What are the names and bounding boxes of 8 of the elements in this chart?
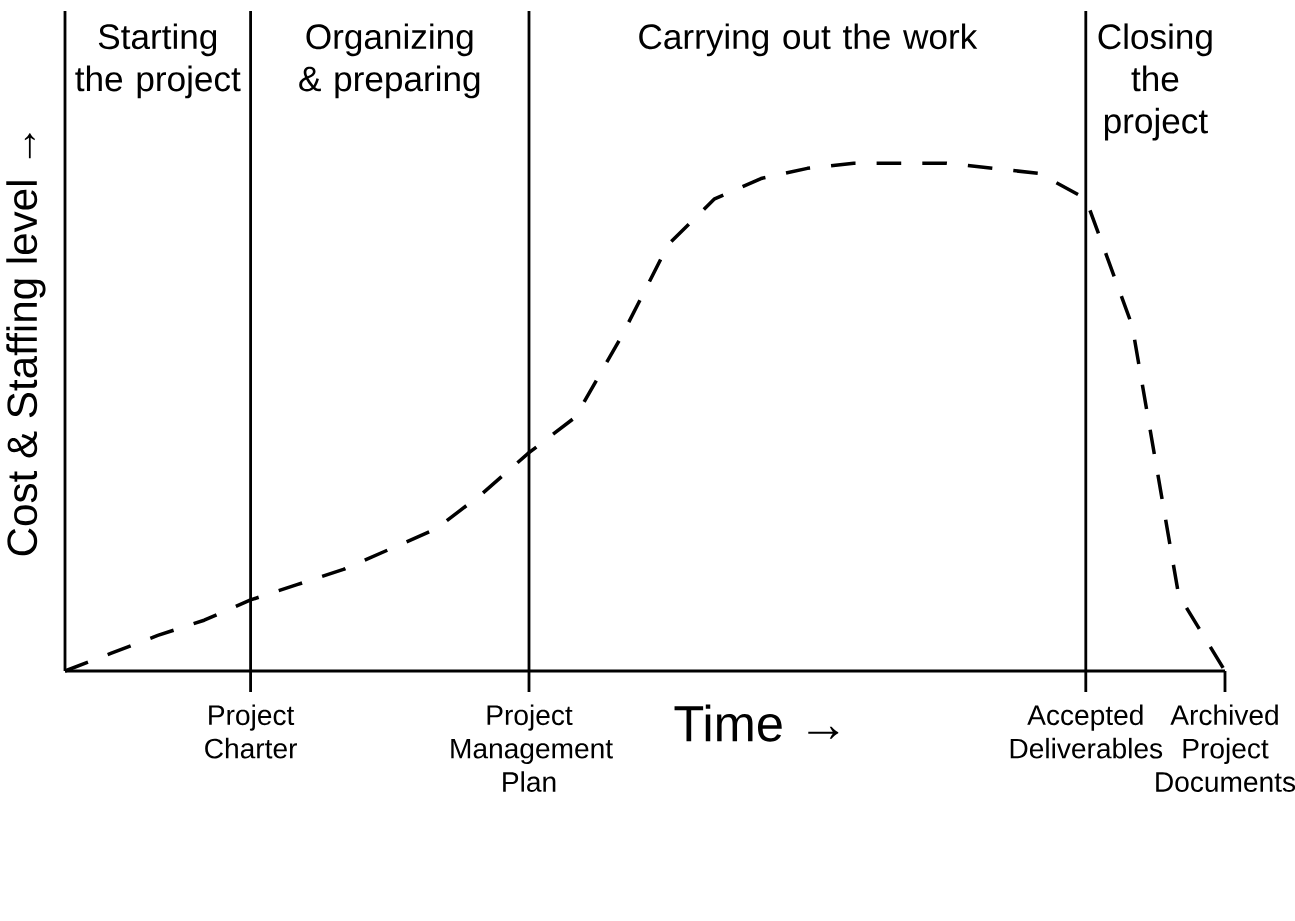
x-axis-title: Time → bbox=[674, 704, 839, 742]
text: Closing the project bbox=[1098, 23, 1212, 141]
text: Organizing & preparing bbox=[299, 23, 480, 99]
text: Carrying out the work bbox=[639, 23, 978, 57]
text: Starting the project bbox=[75, 23, 241, 99]
x-tick-label: Project Management Plan bbox=[451, 704, 613, 792]
x-tick-label: Project Charter bbox=[205, 704, 297, 759]
y-axis-title: Cost & Staffing level → bbox=[6, 133, 46, 556]
